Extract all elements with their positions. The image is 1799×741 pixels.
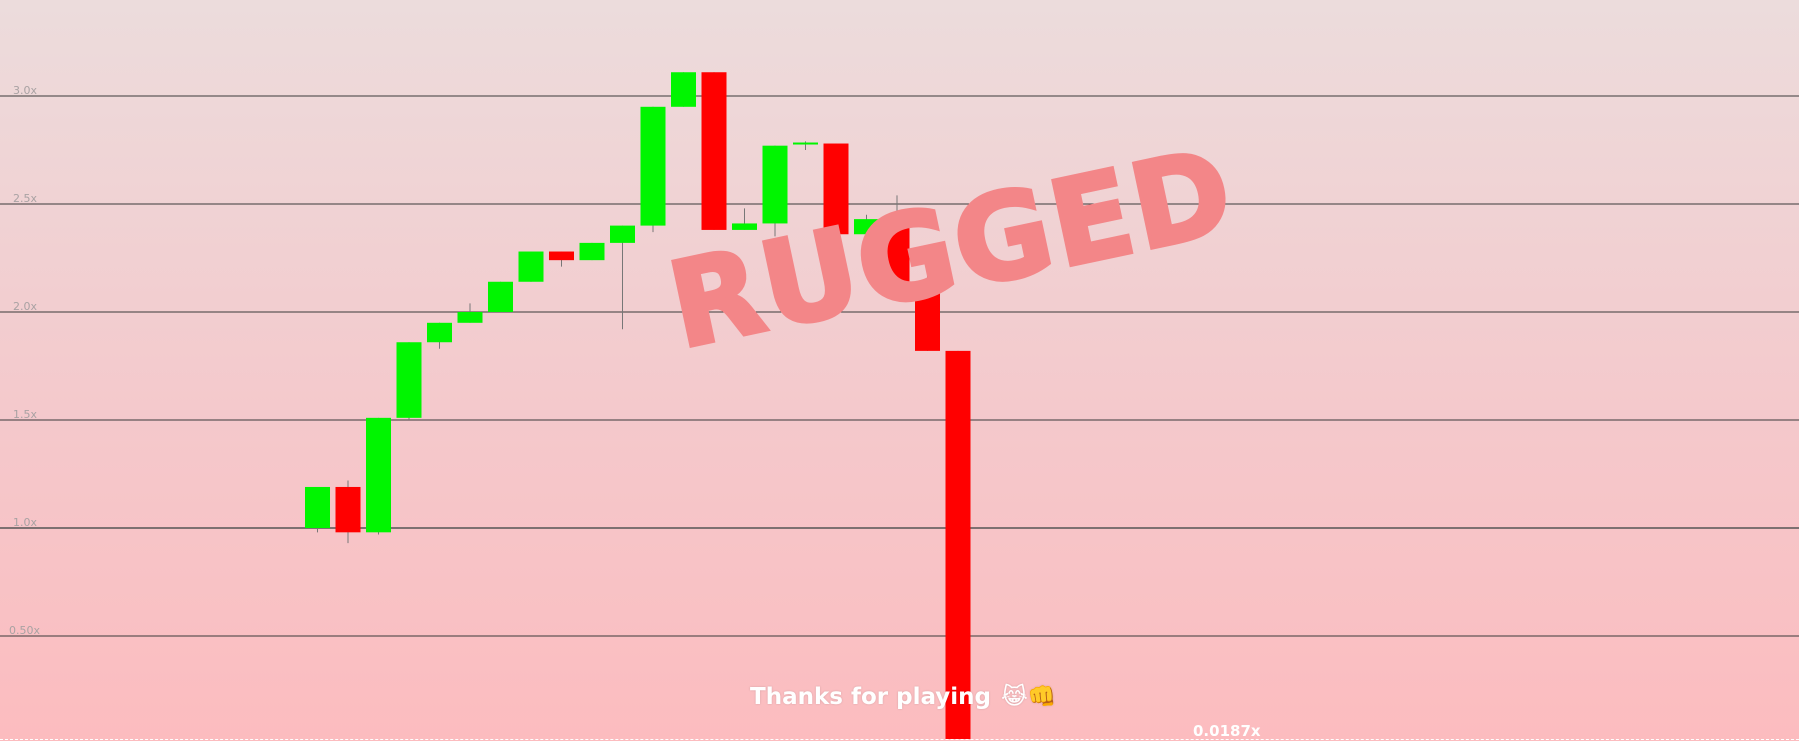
candle: [640, 106, 666, 233]
y-tick-label: 0.50x: [9, 624, 40, 637]
candles: [305, 72, 971, 739]
candle: [823, 143, 849, 248]
candle: [396, 342, 422, 420]
candle: [793, 141, 818, 150]
current-multiplier-label: 0.0187x: [1193, 722, 1261, 740]
candle: [671, 72, 696, 107]
candle-body-up: [396, 342, 422, 418]
candle: [457, 303, 483, 323]
candle-body-down: [945, 350, 971, 739]
candle: [945, 350, 971, 739]
candle-body-up: [854, 219, 879, 235]
y-tick-label: 2.5x: [13, 192, 37, 205]
grid: [0, 95, 1799, 637]
candle: [762, 145, 788, 237]
laughing-cat-fist-icon: 😹👊: [1000, 684, 1057, 710]
candle-body-up: [366, 417, 391, 533]
candle-body-down: [823, 143, 849, 235]
candle: [518, 251, 544, 282]
candle: [884, 195, 910, 282]
candle: [915, 268, 940, 351]
candle-body-down: [884, 219, 910, 282]
thanks-message: Thanks for playing 😹👊: [750, 683, 1057, 710]
y-tick-label: 2.0x: [13, 300, 37, 313]
candle-body-up: [610, 225, 635, 243]
candle-body-up: [579, 242, 605, 261]
candle: [610, 225, 635, 330]
candle-body-up: [457, 312, 483, 323]
y-tick-label: 3.0x: [13, 84, 37, 97]
chart-bottom-edge: [0, 739, 1799, 740]
candle-body-up: [793, 142, 818, 145]
candle-body-up: [488, 281, 513, 312]
candle: [305, 486, 330, 533]
candle-body-up: [305, 486, 330, 528]
candle-body-up: [762, 145, 788, 224]
candle-body-down: [915, 281, 940, 351]
candle: [488, 281, 513, 312]
candle: [854, 214, 879, 235]
candle-body-up: [427, 322, 452, 343]
candle-body-up: [640, 106, 666, 226]
candle: [427, 322, 452, 349]
candle: [701, 72, 727, 230]
candle-body-down: [701, 72, 727, 230]
candle: [366, 417, 391, 535]
candle-body-up: [671, 72, 696, 107]
candle-body-up: [518, 251, 544, 282]
thanks-message-text: Thanks for playing: [750, 684, 991, 710]
candle: [732, 208, 757, 230]
y-axis-labels: 3.0x 2.5x 2.0x 1.5x 1.0x 0.50x: [9, 84, 40, 637]
y-tick-label: 1.5x: [13, 408, 37, 421]
candle: [335, 480, 361, 544]
candle-body-up: [732, 223, 757, 230]
candle-body-down: [549, 251, 574, 261]
candle: [579, 242, 605, 261]
candle: [549, 251, 574, 267]
candle-body-down: [335, 486, 361, 533]
y-tick-label: 1.0x: [13, 516, 37, 529]
